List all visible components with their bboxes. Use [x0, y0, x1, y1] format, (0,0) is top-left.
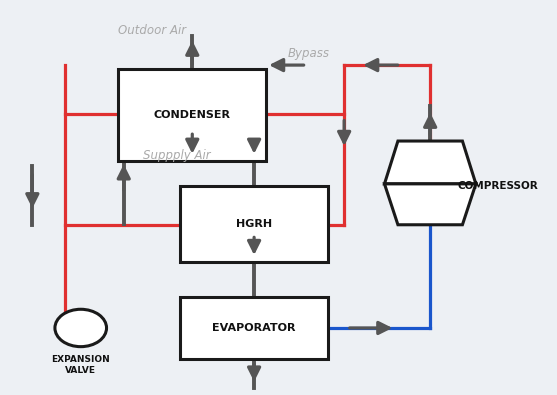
Text: EXPANSION
VALVE: EXPANSION VALVE — [51, 355, 110, 374]
Bar — [119, 69, 266, 160]
Polygon shape — [384, 141, 476, 184]
Text: Bypass: Bypass — [288, 47, 330, 60]
Text: EVAPORATOR: EVAPORATOR — [212, 323, 296, 333]
Text: CONDENSER: CONDENSER — [154, 110, 231, 120]
Text: Outdoor Air: Outdoor Air — [119, 24, 187, 37]
Bar — [180, 186, 328, 262]
Text: HGRH: HGRH — [236, 219, 272, 229]
Polygon shape — [384, 184, 476, 225]
Bar — [180, 297, 328, 359]
Text: COMPRESSOR: COMPRESSOR — [457, 181, 538, 191]
Circle shape — [55, 309, 106, 347]
Text: Suppply Air: Suppply Air — [143, 149, 210, 162]
